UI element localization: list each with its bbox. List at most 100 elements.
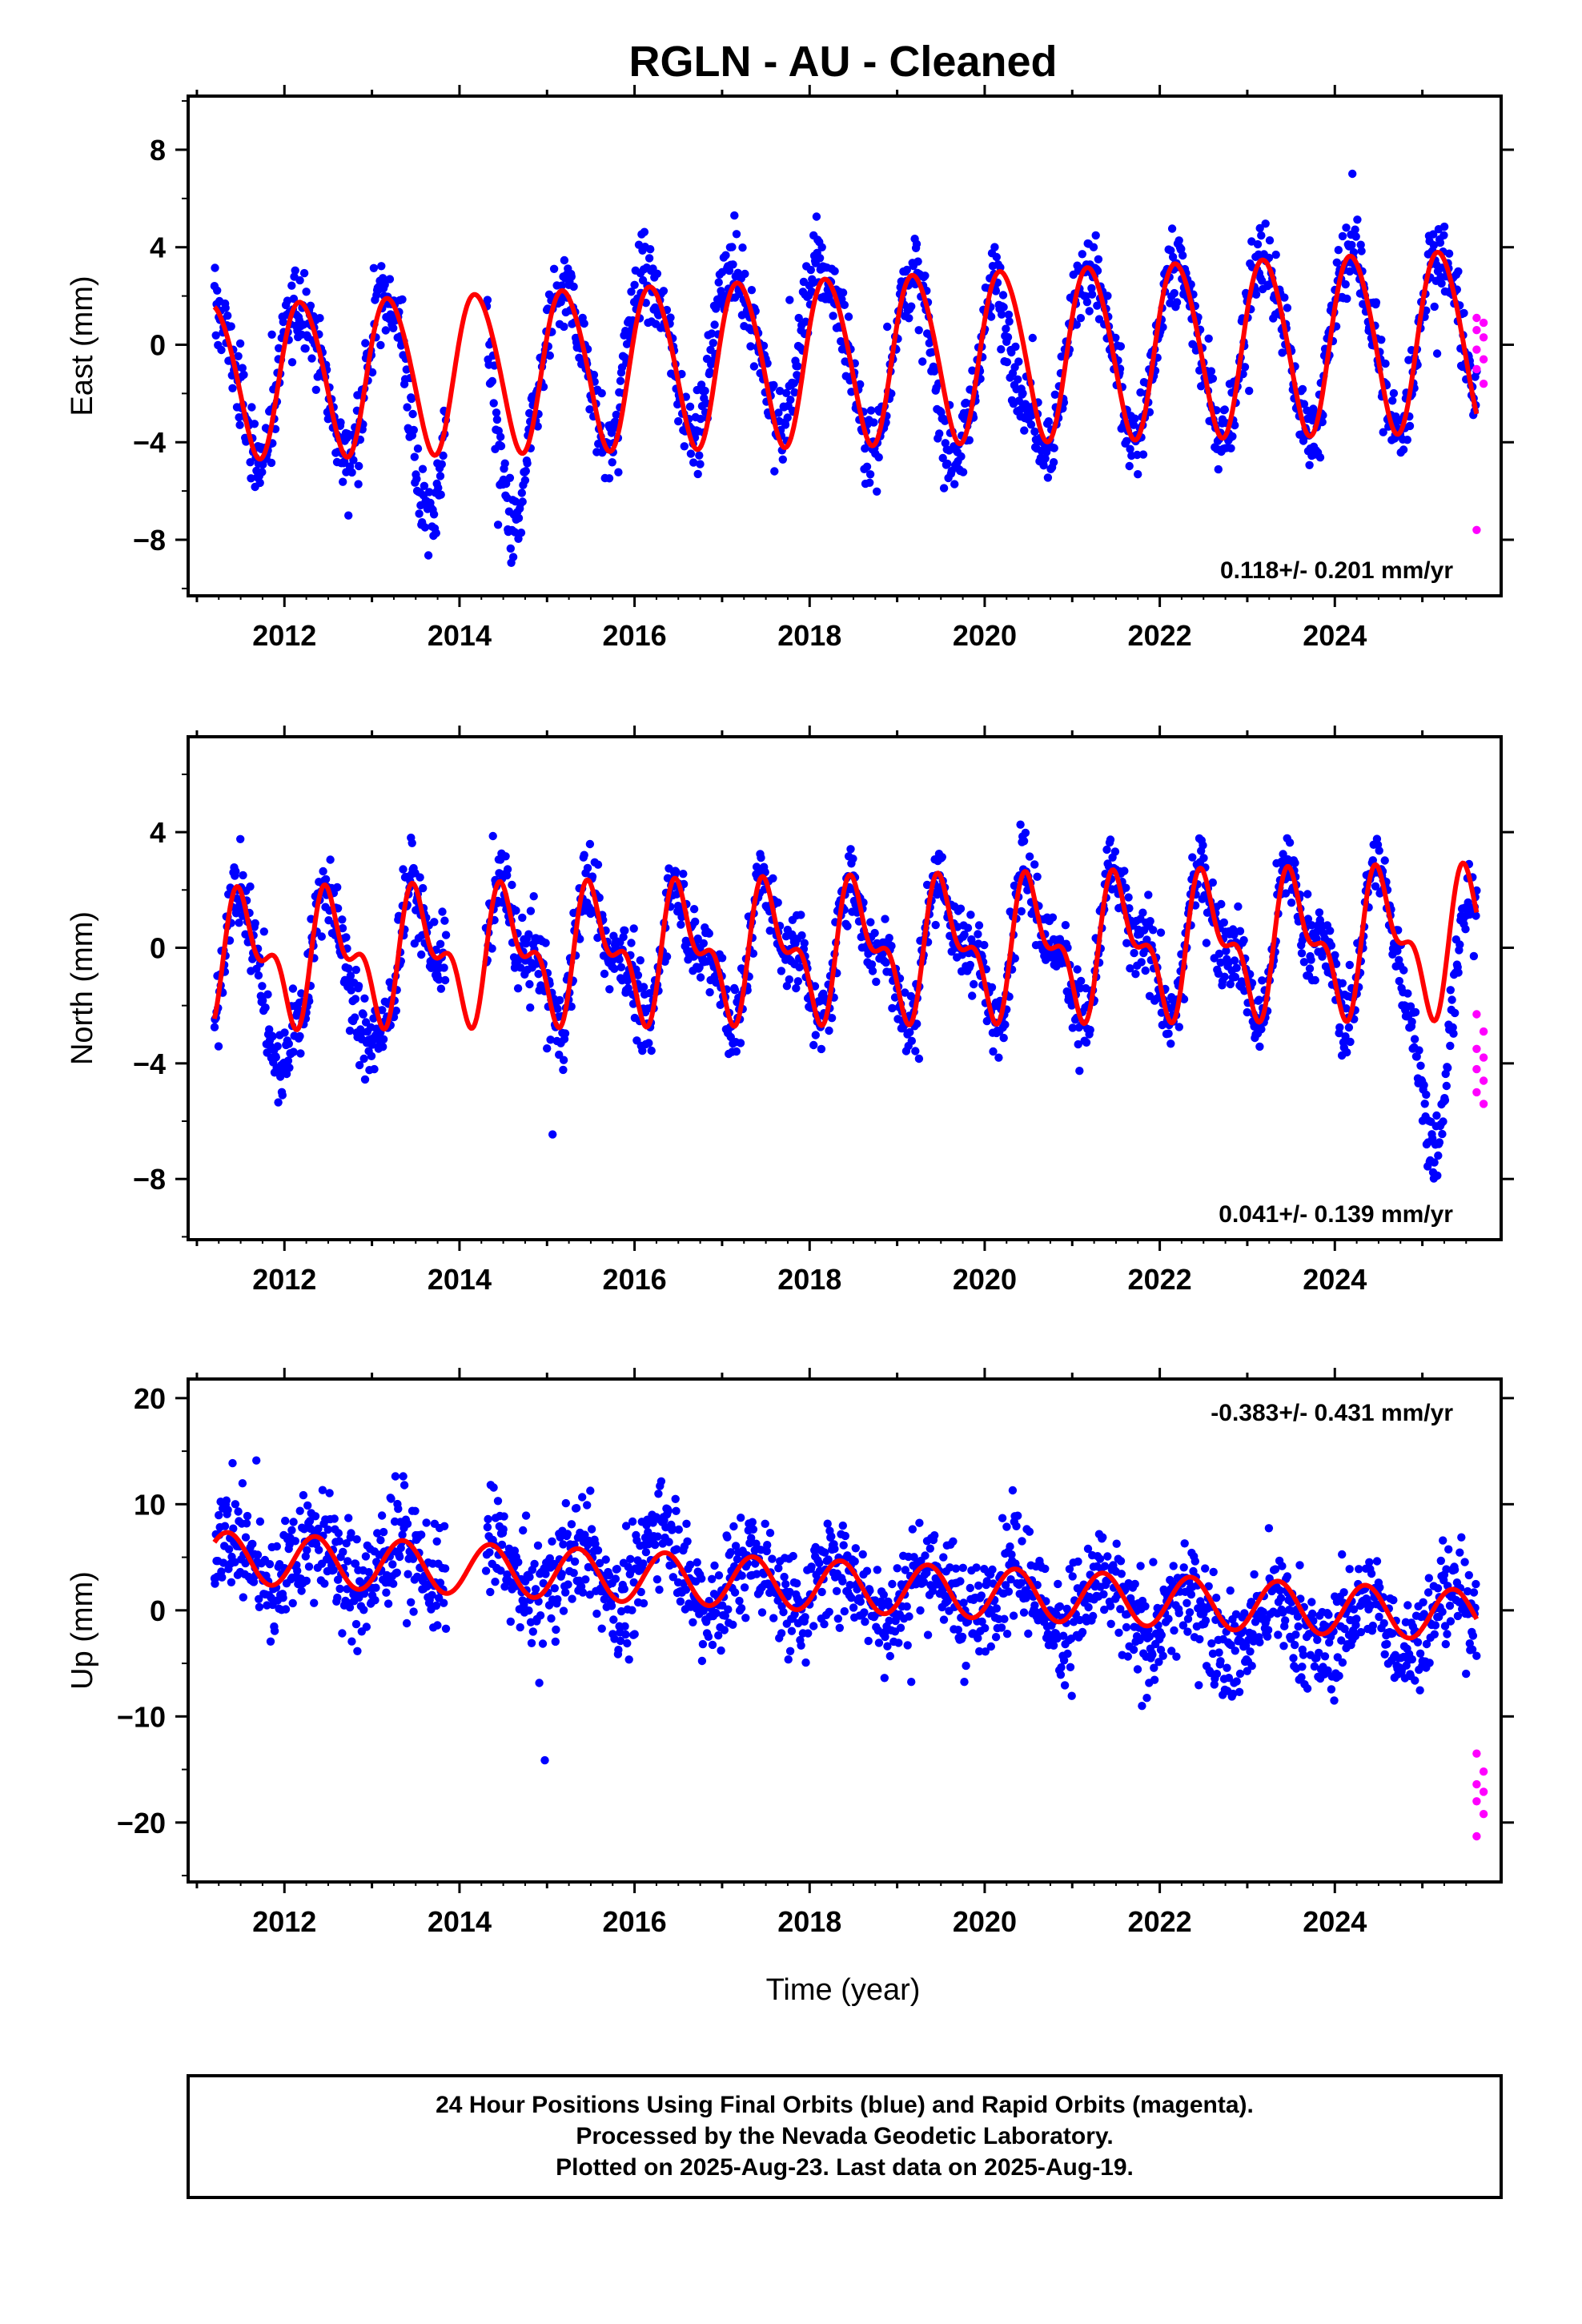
final-orbit-point <box>267 458 276 468</box>
final-orbit-point <box>686 449 696 458</box>
final-orbit-point <box>583 1501 592 1510</box>
final-orbit-point <box>1030 860 1039 869</box>
final-orbit-point <box>893 1564 901 1573</box>
final-orbit-point <box>433 1621 442 1630</box>
final-orbit-point <box>560 322 568 332</box>
x-tick-label: 2020 <box>953 619 1017 652</box>
final-orbit-point <box>436 1578 445 1587</box>
final-orbit-point <box>624 1655 633 1664</box>
final-orbit-point <box>787 1626 797 1635</box>
final-orbit-point <box>629 1578 638 1587</box>
final-orbit-point <box>1033 872 1042 882</box>
final-orbit-point <box>549 264 559 273</box>
final-orbit-point <box>362 1622 371 1631</box>
x-tick-label: 2024 <box>1303 619 1367 652</box>
final-orbit-point <box>367 1051 376 1061</box>
final-orbit-point <box>493 521 503 529</box>
final-orbit-point <box>868 967 877 975</box>
final-orbit-point <box>222 1496 231 1505</box>
final-orbit-point <box>881 915 889 923</box>
x-tick-label: 2016 <box>603 1905 667 1938</box>
final-orbit-point <box>1103 292 1112 300</box>
final-orbit-point <box>825 1026 833 1035</box>
final-orbit-point <box>1343 1047 1351 1057</box>
final-orbit-point <box>545 351 554 360</box>
final-orbit-point <box>960 930 969 939</box>
final-orbit-point <box>1305 460 1314 469</box>
final-orbit-point <box>323 1525 332 1534</box>
final-orbit-point <box>674 416 683 426</box>
final-orbit-point <box>489 1483 498 1492</box>
final-orbit-point <box>784 1655 793 1664</box>
final-orbit-point <box>717 1646 725 1655</box>
final-orbit-point <box>499 1525 508 1534</box>
x-tick-label: 2016 <box>603 1263 667 1296</box>
final-orbit-point <box>435 975 444 984</box>
final-orbit-point <box>580 850 588 859</box>
final-orbit-point <box>351 1013 359 1022</box>
final-orbit-point <box>441 1624 451 1634</box>
up-y-axis-label: Up (mm) <box>66 1571 99 1690</box>
final-orbit-point <box>795 963 804 972</box>
final-orbit-point <box>797 911 805 919</box>
final-orbit-point <box>404 1570 412 1578</box>
final-orbit-point <box>1073 965 1082 974</box>
final-orbit-point <box>1122 939 1131 947</box>
final-orbit-point <box>1407 1017 1416 1027</box>
final-orbit-point <box>1056 1671 1066 1679</box>
final-orbit-point <box>297 989 306 998</box>
final-orbit-point <box>989 1047 998 1056</box>
final-orbit-point <box>1077 976 1086 986</box>
x-tick-label: 2024 <box>1303 1905 1367 1938</box>
final-orbit-point <box>496 1566 505 1575</box>
final-orbit-point <box>626 1554 635 1564</box>
final-orbit-point <box>785 975 793 984</box>
final-orbit-point <box>629 924 638 933</box>
final-orbit-point <box>1142 935 1151 944</box>
final-orbit-point <box>559 1065 568 1075</box>
final-orbit-point <box>669 1573 677 1582</box>
final-orbit-point <box>705 929 713 938</box>
final-orbit-point <box>982 1577 992 1586</box>
final-orbit-point <box>220 1522 230 1530</box>
final-orbit-point <box>247 403 256 412</box>
final-orbit-point <box>1220 405 1230 414</box>
final-orbit-point <box>925 339 934 348</box>
final-orbit-point <box>238 1479 247 1488</box>
final-orbit-point <box>611 1574 620 1583</box>
final-orbit-point <box>271 1053 280 1062</box>
final-orbit-point <box>790 388 799 397</box>
final-orbit-point <box>793 1579 801 1588</box>
final-orbit-point <box>610 964 619 974</box>
final-orbit-point <box>941 439 950 448</box>
final-orbit-point <box>757 1608 767 1617</box>
final-orbit-point <box>518 913 527 923</box>
final-orbit-point <box>272 1542 281 1551</box>
final-orbit-point <box>1432 1111 1441 1120</box>
final-orbit-point <box>440 1564 450 1573</box>
final-orbit-point <box>1299 958 1309 967</box>
final-orbit-point <box>862 462 872 471</box>
final-orbit-point <box>616 1606 626 1616</box>
final-orbit-point <box>815 1558 824 1568</box>
final-orbit-point <box>299 268 309 278</box>
final-orbit-point <box>436 472 445 480</box>
final-orbit-point <box>559 1055 568 1064</box>
final-orbit-point <box>689 905 699 914</box>
final-orbit-point <box>1261 219 1270 228</box>
x-tick-label: 2012 <box>252 1263 316 1296</box>
final-orbit-point <box>301 1552 310 1561</box>
final-orbit-point <box>1130 948 1138 958</box>
final-orbit-point <box>605 985 614 994</box>
final-orbit-point <box>1060 1681 1070 1690</box>
final-orbit-point <box>735 289 744 299</box>
final-orbit-point <box>1335 1023 1344 1032</box>
final-orbit-point <box>812 212 821 221</box>
final-orbit-point <box>773 898 782 907</box>
final-orbit-point <box>825 1607 833 1617</box>
rapid-orbit-point <box>1479 1053 1488 1062</box>
final-orbit-point <box>413 444 423 453</box>
final-orbit-point <box>1393 947 1402 955</box>
x-tick-label: 2016 <box>603 619 667 652</box>
x-tick-label: 2014 <box>428 619 492 652</box>
